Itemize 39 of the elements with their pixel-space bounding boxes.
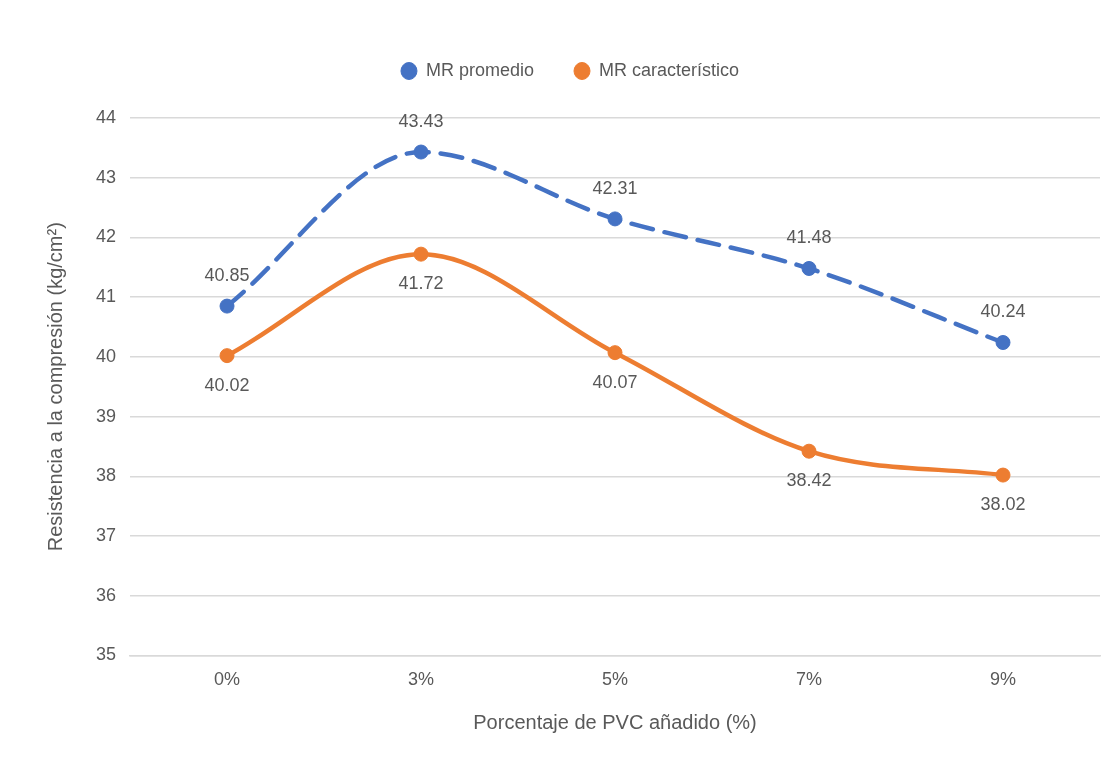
data-label: 42.31 [592,177,638,198]
x-axis-title: Porcentaje de PVC añadido (%) [473,710,757,733]
point [607,211,623,227]
data-label: 41.48 [786,227,832,248]
point [995,335,1011,351]
data-label: 38.42 [786,470,832,491]
y-axis-title: Resistencia a la compresión (kg/cm²) [43,222,66,552]
y-tick-label: 36 [95,584,117,605]
data-label: 38.02 [980,494,1026,515]
data-label: 40.07 [592,371,638,392]
x-tick-label: 3% [408,669,435,690]
point [219,298,235,314]
data-label: 43.43 [398,111,444,131]
y-tick-label: 40 [95,345,117,366]
point [801,443,817,459]
y-tick-label: 35 [95,644,117,665]
x-tick-label: 0% [214,669,241,690]
point [801,260,817,276]
data-label: 40.24 [980,301,1026,322]
data-label: 41.72 [398,273,444,294]
legend-label: MR característico [599,59,740,80]
x-tick-label: 9% [989,669,1017,690]
y-tick-label: 37 [95,524,117,545]
point [607,345,623,361]
legend-label: MR promedio [425,59,535,80]
y-tick-label: 44 [95,106,117,127]
y-tick-label: 38 [95,465,117,486]
point [413,246,429,262]
point [219,348,235,364]
data-label: 40.85 [204,265,250,286]
x-tick-label: 5% [602,669,629,690]
x-tick-label: 7% [796,669,823,690]
y-tick-label: 41 [95,286,117,307]
y-tick-label: 43 [95,166,117,187]
data-label: 40.02 [204,374,250,395]
point [413,144,429,160]
point [995,467,1011,483]
y-tick-label: 39 [95,405,117,426]
y-tick-label: 42 [95,226,117,247]
